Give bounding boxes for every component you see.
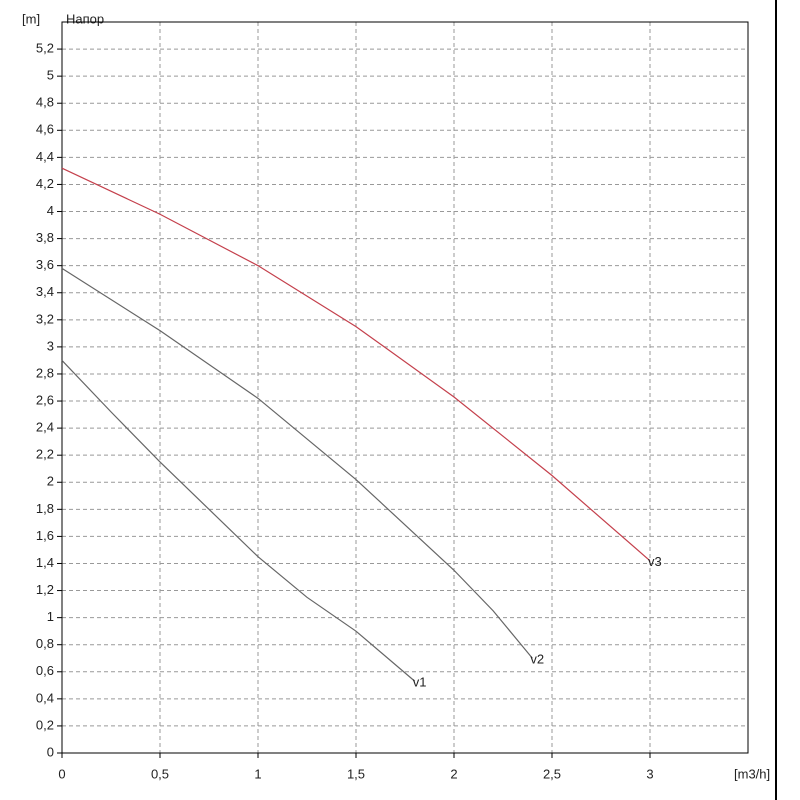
y-tick-label: 1	[47, 609, 54, 624]
y-tick-label: 3,6	[36, 257, 54, 272]
y-tick-label: 4,4	[36, 149, 54, 164]
series-line	[61, 360, 416, 682]
y-tick-label: 4,2	[36, 176, 54, 191]
y-tick-label: 4	[47, 203, 54, 218]
y-tick-label: 1,2	[36, 582, 54, 597]
series-line	[61, 167, 651, 562]
x-tick-label: 3	[646, 766, 653, 781]
y-tick-label: 2,4	[36, 420, 54, 435]
y-tick-label: 0,8	[36, 636, 54, 651]
y-tick-label: 1,8	[36, 501, 54, 516]
y-tick-label: 4,6	[36, 122, 54, 137]
y-tick-label: 3,2	[36, 311, 54, 326]
y-axis-label: [m]	[22, 11, 40, 26]
series-label: v1	[413, 675, 427, 690]
x-tick-label: 1,5	[347, 766, 365, 781]
y-tick-label: 4,8	[36, 95, 54, 110]
y-tick-label: 2,6	[36, 392, 54, 407]
x-tick-label: 0	[58, 766, 65, 781]
y-tick-label: 5,2	[36, 41, 54, 56]
x-tick-label: 2,5	[543, 766, 561, 781]
y-tick-label: 3	[47, 338, 54, 353]
x-axis-label: [m3/h]	[734, 766, 770, 781]
y-tick-label: 2,8	[36, 365, 54, 380]
plot-frame	[61, 21, 749, 754]
y-tick-label: 2	[47, 474, 54, 489]
series-label: v3	[648, 554, 662, 569]
series-line	[61, 267, 533, 659]
chart-title: Напор	[66, 11, 104, 26]
y-tick-label: 0,6	[36, 663, 54, 678]
x-tick-label: 1	[254, 766, 261, 781]
y-tick-label: 2,2	[36, 447, 54, 462]
x-tick-label: 0,5	[151, 766, 169, 781]
y-tick-label: 3,4	[36, 284, 54, 299]
y-tick-label: 0,2	[36, 717, 54, 732]
y-tick-label: 5	[47, 68, 54, 83]
y-tick-label: 0,4	[36, 690, 54, 705]
series-label: v2	[530, 652, 544, 667]
y-tick-label: 1,4	[36, 555, 54, 570]
y-tick-label: 0	[47, 744, 54, 759]
y-tick-label: 1,6	[36, 528, 54, 543]
y-tick-label: 3,8	[36, 230, 54, 245]
x-tick-label: 2	[450, 766, 457, 781]
